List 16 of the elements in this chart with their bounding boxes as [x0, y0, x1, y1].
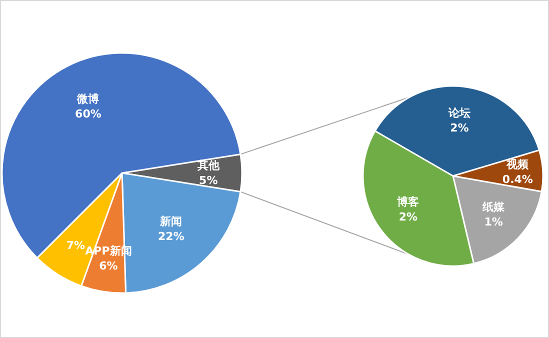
- slice-label: 新闻: [159, 214, 182, 228]
- data-label: 1%: [484, 215, 503, 228]
- slice-label: 微博: [76, 92, 100, 106]
- slice-label: 论坛: [447, 106, 470, 120]
- slice-label: 博客: [396, 195, 420, 208]
- slice-label: 视频: [506, 158, 530, 172]
- slice-label: 其他: [196, 159, 220, 172]
- slice-label: 纸媒: [482, 200, 506, 214]
- data-label: 5%: [199, 174, 218, 188]
- data-label: 60%: [75, 108, 102, 121]
- data-label: 22%: [158, 230, 184, 243]
- data-label: 0.4%: [502, 173, 533, 186]
- data-label: 6%: [99, 259, 118, 272]
- data-label: 2%: [450, 122, 469, 135]
- data-label: 2%: [398, 210, 418, 224]
- data-label: 7%: [66, 238, 86, 252]
